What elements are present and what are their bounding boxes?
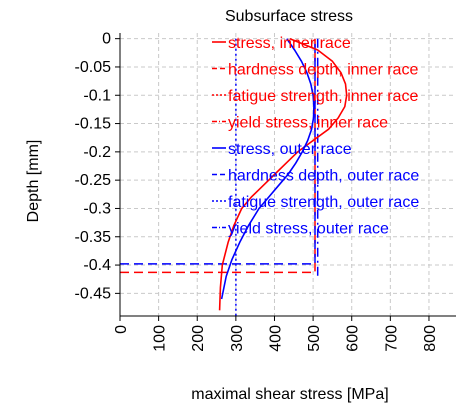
- reference-lines: [120, 38, 319, 316]
- legend-label-0: stress, inner race: [228, 35, 351, 52]
- y-tick-label: -0.35: [75, 229, 112, 246]
- x-tick-label: 100: [152, 325, 169, 352]
- y-tick-label: -0.2: [83, 144, 111, 161]
- legend-label-6: fatigue strength, outer race: [228, 194, 419, 211]
- x-tick-label: 300: [229, 325, 246, 352]
- legend-label-2: fatigue strength, inner race: [228, 88, 418, 105]
- x-tick-label: 0: [113, 325, 130, 334]
- y-tick-label: 0: [102, 31, 111, 48]
- legend-label-3: yield stress, inner race: [228, 115, 388, 132]
- y-tick-label: -0.1: [83, 87, 111, 104]
- y-tick-label: -0.4: [83, 257, 111, 274]
- y-tick-label: -0.45: [75, 285, 112, 302]
- series-line-4: [220, 38, 315, 300]
- legend-label-1: hardness depth, inner race: [228, 62, 418, 79]
- series-line-5: [120, 38, 316, 265]
- stress-curves: [218, 37, 348, 311]
- legend-label-5: hardness depth, outer race: [228, 168, 419, 185]
- series-line-0: [218, 37, 348, 311]
- x-tick-label: 200: [190, 325, 207, 352]
- x-tick-label: 700: [383, 325, 400, 352]
- y-tick-label: -0.3: [83, 200, 111, 217]
- y-tick-label: -0.05: [75, 59, 112, 76]
- legend-label-7: yield stress, outer race: [228, 221, 389, 238]
- chart-title: Subsurface stress: [225, 8, 353, 25]
- y-tick-label: -0.25: [75, 172, 112, 189]
- x-axis-title: maximal shear stress [MPa]: [191, 386, 388, 403]
- legend-label-4: stress, outer race: [228, 141, 352, 158]
- legend: stress, inner race hardness depth, inner …: [212, 35, 419, 238]
- x-tick-label: 800: [422, 325, 439, 352]
- x-tick-label: 600: [345, 325, 362, 352]
- y-axis-title: Depth [mm]: [25, 140, 42, 223]
- axes: 0 -0.05 -0.1 -0.15 -0.2 -0.25 -0.3 -0.35 -0.4 -0.…: [75, 31, 456, 352]
- x-tick-label: 500: [306, 325, 323, 352]
- x-tick-label: 400: [267, 325, 284, 352]
- y-tick-label: -0.15: [75, 116, 112, 133]
